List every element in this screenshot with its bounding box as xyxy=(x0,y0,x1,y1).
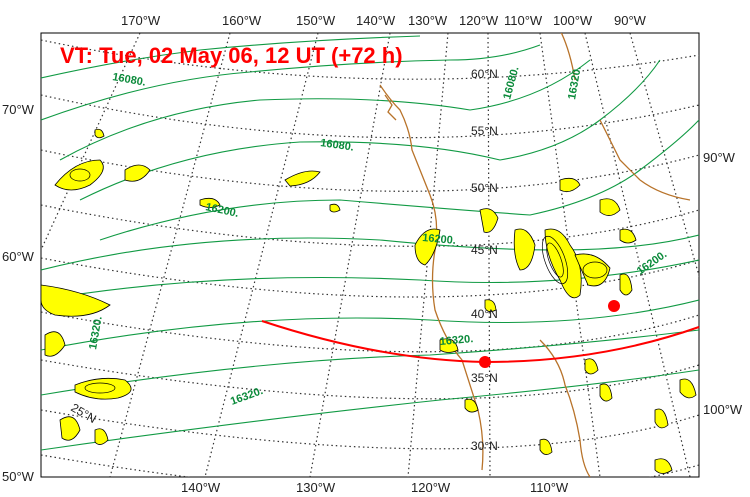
lat-label: 40°N xyxy=(471,307,498,321)
trajectory xyxy=(261,300,700,368)
lon-label: 110°W xyxy=(530,480,569,495)
lon-label: 130°W xyxy=(296,480,336,495)
lon-label: 110°W xyxy=(504,13,543,28)
left-label: 50°W xyxy=(2,469,35,484)
lon-label: 170°W xyxy=(121,13,161,28)
contour-label: 16320. xyxy=(439,333,474,348)
lat-label: 35°N xyxy=(471,371,498,385)
left-labels: 70°W 60°W 50°W xyxy=(2,102,35,484)
contour-label: 16320. xyxy=(87,315,105,350)
top-longitude-labels: 170°W 160°W 150°W 140°W 130°W 120°W 110°… xyxy=(121,13,647,28)
left-label: 60°W xyxy=(2,249,35,264)
right-label: 100°W xyxy=(703,402,743,417)
trajectory-point xyxy=(479,356,491,368)
contour-label: 16080. xyxy=(320,137,355,154)
lon-label: 120°W xyxy=(459,13,499,28)
lat-label: 30°N xyxy=(471,439,498,453)
map-title: VT: Tue, 02 May 06, 12 UT (+72 h) xyxy=(60,43,403,68)
latitude-grid xyxy=(41,39,699,477)
lat-label: 45°N xyxy=(471,243,498,257)
lon-label: 130°W xyxy=(408,13,448,28)
shaded-detail-contours xyxy=(69,168,608,394)
trajectory-point xyxy=(608,300,620,312)
lon-label: 150°W xyxy=(296,13,336,28)
lon-label: 140°W xyxy=(181,480,221,495)
contour-label: 16080. xyxy=(111,71,146,89)
lat-label: 60°N xyxy=(471,67,498,81)
lat-label: 50°N xyxy=(471,181,498,195)
lon-label: 90°W xyxy=(614,13,647,28)
contour-label: 16200. xyxy=(422,232,457,247)
right-label: 90°W xyxy=(703,150,736,165)
lon-label: 160°W xyxy=(222,13,262,28)
right-labels: 90°W 100°W xyxy=(703,150,743,417)
lon-label: 120°W xyxy=(411,480,451,495)
lon-label: 100°W xyxy=(553,13,593,28)
lon-label: 140°W xyxy=(356,13,396,28)
left-label: 70°W xyxy=(2,102,35,117)
bottom-longitude-labels: 140°W 130°W 120°W 110°W xyxy=(181,480,569,495)
lat-label: 55°N xyxy=(471,124,498,138)
shaded-regions xyxy=(41,128,697,474)
contour-label: 16320. xyxy=(566,65,584,100)
